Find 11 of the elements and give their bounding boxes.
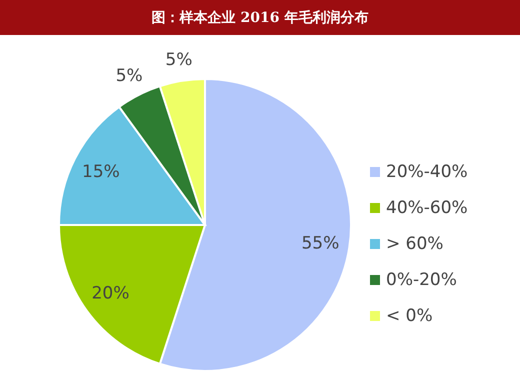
data-label: 5%: [165, 50, 192, 70]
chart-title: 图：样本企业 2016 年毛利润分布: [152, 9, 368, 26]
legend-label: > 60%: [386, 234, 444, 254]
data-label: 20%: [92, 284, 130, 304]
data-label: 5%: [116, 66, 143, 86]
legend-label: 0%-20%: [386, 270, 457, 290]
data-label: 15%: [82, 162, 120, 182]
data-label: 55%: [301, 233, 340, 254]
legend-label: < 0%: [386, 306, 433, 326]
legend-label: 20%-40%: [386, 162, 468, 182]
legend-label: 40%-60%: [386, 198, 468, 218]
